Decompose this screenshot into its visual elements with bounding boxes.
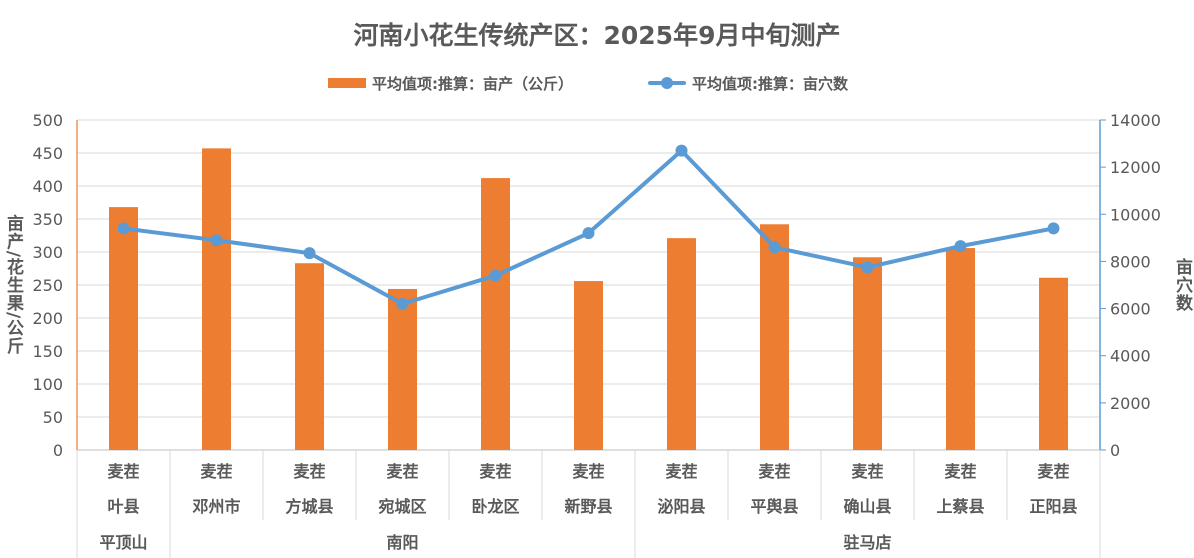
legend-swatch-line <box>648 76 686 90</box>
x-tick-variety: 麦茬 <box>665 462 697 481</box>
line-point <box>861 261 874 274</box>
bar <box>1039 277 1068 450</box>
bar <box>574 281 603 450</box>
x-tick-label: 新野县 <box>564 497 612 516</box>
x-tick-label: 宛城区 <box>377 497 426 516</box>
line-point <box>396 297 409 310</box>
x-group-label: 南阳 <box>386 533 418 552</box>
x-tick-label: 平舆县 <box>750 497 798 516</box>
y2-tick-label: 10000 <box>1110 205 1161 224</box>
bar <box>481 178 510 450</box>
x-tick-label: 确山县 <box>843 497 891 516</box>
line-point <box>1047 222 1060 235</box>
y2-tick-label: 2000 <box>1110 394 1151 413</box>
y2-tick-label: 12000 <box>1110 158 1161 177</box>
legend-label-yield: 平均值项:推算：亩产（公斤） <box>372 74 573 93</box>
line-point <box>210 234 223 247</box>
x-tick-variety: 麦茬 <box>944 462 976 481</box>
y-tick-label: 450 <box>32 144 63 163</box>
chart-title: 河南小花生传统产区：2025年9月中旬测产 <box>353 21 841 50</box>
x-tick-variety: 麦茬 <box>1037 462 1069 481</box>
x-tick-label: 叶县 <box>107 497 139 516</box>
legend: 平均值项:推算：亩产（公斤） 平均值项:推算：亩穴数 <box>0 70 1194 96</box>
line-point <box>303 247 316 260</box>
y-tick-label: 500 <box>32 111 63 130</box>
x-tick-label: 方城县 <box>285 497 333 516</box>
y-tick-label: 200 <box>32 309 63 328</box>
bar <box>388 288 417 450</box>
y-tick-label: 150 <box>32 342 63 361</box>
x-tick-variety: 麦茬 <box>572 462 604 481</box>
y-axis-title: 亩产/花生果/公斤 <box>3 214 24 355</box>
legend-swatch-bar <box>328 78 366 88</box>
y2-axis-title: 亩穴数 <box>1172 257 1193 312</box>
y-tick-label: 300 <box>32 243 63 262</box>
x-tick-variety: 麦茬 <box>107 462 139 481</box>
y-tick-label: 400 <box>32 177 63 196</box>
line-point <box>582 227 595 240</box>
x-tick-label: 正阳县 <box>1029 497 1077 516</box>
bar <box>853 257 882 450</box>
bar <box>946 248 975 450</box>
bar <box>667 238 696 450</box>
x-group-label: 驻马店 <box>843 533 891 552</box>
y2-tick-label: 8000 <box>1110 252 1151 271</box>
y-tick-label: 100 <box>32 375 63 394</box>
x-tick-variety: 麦茬 <box>200 462 232 481</box>
x-tick-variety: 麦茬 <box>386 462 418 481</box>
y-tick-label: 50 <box>43 408 63 427</box>
x-tick-variety: 麦茬 <box>293 462 325 481</box>
bar <box>760 224 789 450</box>
y2-tick-label: 4000 <box>1110 347 1151 366</box>
y-tick-label: 350 <box>32 210 63 229</box>
line-point <box>675 144 688 157</box>
y-tick-label: 250 <box>32 276 63 295</box>
legend-item-holes: 平均值项:推算：亩穴数 <box>648 70 848 96</box>
y2-tick-label: 14000 <box>1110 111 1161 130</box>
x-tick-variety: 麦茬 <box>479 462 511 481</box>
x-group-label: 平顶山 <box>99 533 147 552</box>
y-tick-label: 0 <box>53 441 63 460</box>
legend-label-holes: 平均值项:推算：亩穴数 <box>692 74 848 93</box>
x-tick-label: 泌阳县 <box>657 497 705 516</box>
bar <box>202 148 231 450</box>
x-tick-label: 邓州市 <box>192 497 240 516</box>
bar <box>295 263 324 450</box>
x-tick-label: 卧龙区 <box>471 497 519 516</box>
bar <box>109 207 138 450</box>
x-tick-variety: 麦茬 <box>758 462 790 481</box>
line-point <box>117 222 130 235</box>
line-point <box>954 240 967 253</box>
x-tick-variety: 麦茬 <box>851 462 883 481</box>
y2-tick-label: 6000 <box>1110 300 1151 319</box>
legend-item-yield: 平均值项:推算：亩产（公斤） <box>328 70 573 96</box>
x-tick-label: 上蔡县 <box>936 497 984 516</box>
line-point <box>489 269 502 282</box>
line-point <box>768 241 781 254</box>
y2-tick-label: 0 <box>1110 441 1120 460</box>
